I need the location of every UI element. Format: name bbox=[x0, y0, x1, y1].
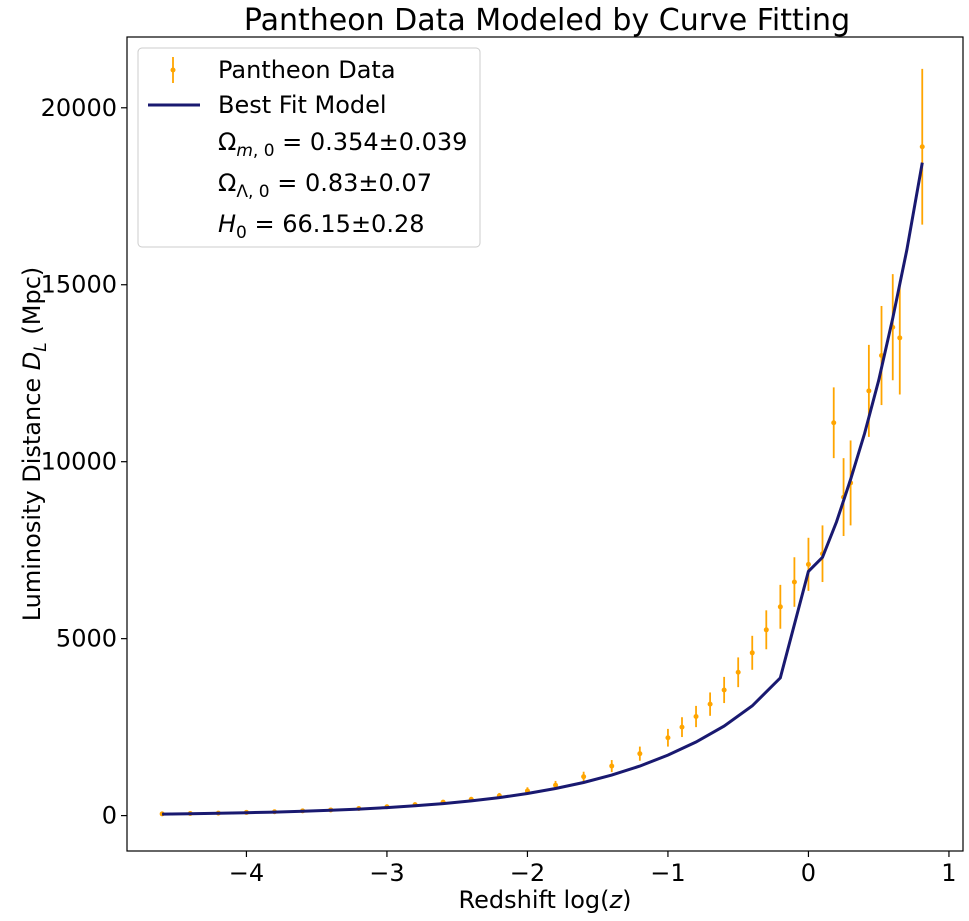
legend-marker-icon bbox=[170, 67, 176, 73]
x-tick-label: −1 bbox=[650, 859, 685, 887]
y-axis: 0 5000 10000 15000 20000 bbox=[41, 94, 127, 830]
axes-frame bbox=[126, 36, 964, 852]
data-point bbox=[609, 763, 615, 769]
data-point bbox=[777, 604, 783, 610]
data-point bbox=[707, 701, 713, 707]
legend-omega-m: Ωm, 0 = 0.354±0.039 bbox=[218, 128, 467, 161]
data-point bbox=[735, 669, 741, 675]
data-point bbox=[763, 627, 769, 633]
y-tick-label: 15000 bbox=[41, 271, 117, 299]
x-axis: −4 −3 −2 −1 0 1 bbox=[229, 851, 957, 887]
data-point bbox=[637, 751, 643, 757]
x-tick-label: −3 bbox=[369, 859, 404, 887]
x-axis-label: Redshift log(z) bbox=[459, 886, 632, 914]
data-point bbox=[553, 782, 559, 788]
x-tick-label: 1 bbox=[941, 859, 956, 887]
data-point bbox=[693, 714, 699, 720]
y-tick-label: 20000 bbox=[41, 94, 117, 122]
data-point bbox=[791, 579, 797, 585]
y-axis-label: Luminosity Distance DL (Mpc) bbox=[18, 267, 51, 622]
data-point bbox=[866, 388, 872, 394]
data-point bbox=[919, 144, 925, 150]
data-point bbox=[679, 724, 685, 730]
legend: Pantheon Data Best Fit Model Ωm, 0 = 0.3… bbox=[137, 47, 481, 248]
legend-label-data: Pantheon Data bbox=[218, 56, 396, 84]
legend-label-fit: Best Fit Model bbox=[218, 91, 387, 119]
data-point bbox=[831, 420, 837, 426]
legend-box bbox=[137, 47, 481, 248]
plot-area bbox=[159, 68, 925, 817]
legend-entry-fit: Best Fit Model bbox=[148, 91, 387, 119]
data-point bbox=[805, 561, 811, 567]
data-point bbox=[581, 774, 587, 780]
y-tick-label: 0 bbox=[102, 802, 117, 830]
x-tick-label: −2 bbox=[510, 859, 545, 887]
fit-line bbox=[162, 162, 924, 816]
data-point bbox=[897, 335, 903, 341]
data-point bbox=[665, 735, 671, 741]
y-tick-label: 5000 bbox=[56, 625, 117, 653]
x-tick-label: −4 bbox=[229, 859, 264, 887]
legend-omega-lambda: ΩΛ, 0 = 0.83±0.07 bbox=[218, 169, 432, 202]
data-point bbox=[721, 687, 727, 693]
x-tick-label: 0 bbox=[801, 859, 816, 887]
y-tick-label: 10000 bbox=[41, 448, 117, 476]
legend-h0: H0 = 66.15±0.28 bbox=[218, 210, 425, 243]
legend-entry-data: Pantheon Data bbox=[170, 56, 396, 84]
chart-title: Pantheon Data Modeled by Curve Fitting bbox=[244, 3, 850, 38]
data-point bbox=[749, 650, 755, 656]
